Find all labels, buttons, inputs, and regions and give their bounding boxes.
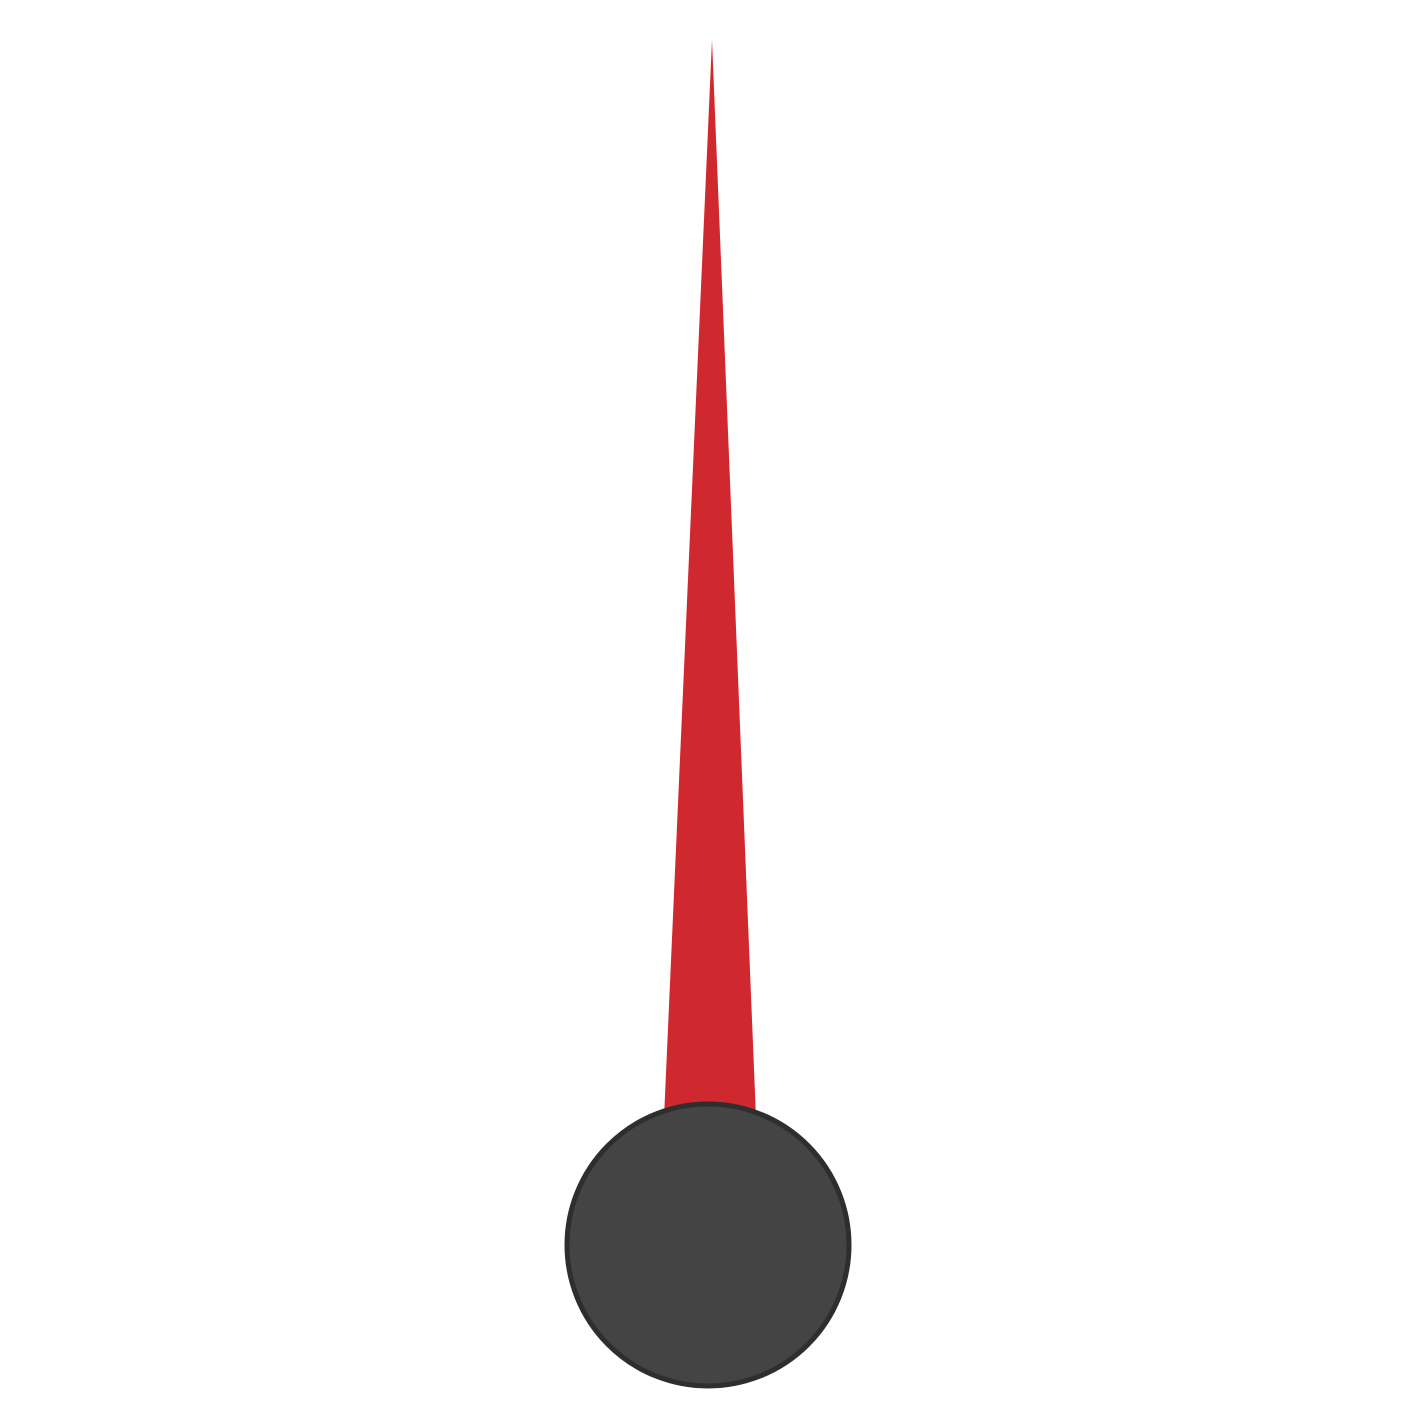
needle-hub [564,1101,852,1389]
needle-shaft [664,40,756,1118]
